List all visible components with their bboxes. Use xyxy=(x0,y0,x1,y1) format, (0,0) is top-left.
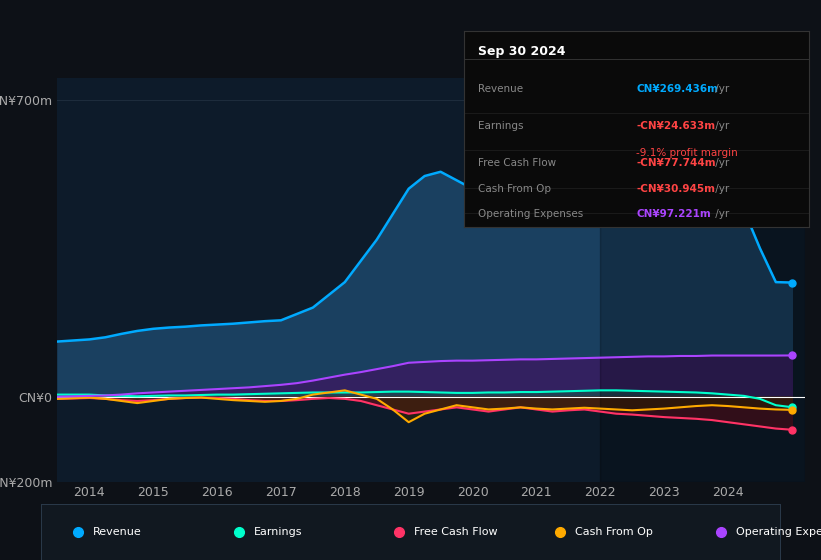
Text: /yr: /yr xyxy=(712,121,729,131)
Text: /yr: /yr xyxy=(712,184,729,194)
Text: /yr: /yr xyxy=(712,84,729,94)
Text: -CN¥30.945m: -CN¥30.945m xyxy=(636,184,715,194)
Text: -CN¥24.633m: -CN¥24.633m xyxy=(636,121,715,131)
Text: Earnings: Earnings xyxy=(254,527,302,537)
Text: Sep 30 2024: Sep 30 2024 xyxy=(478,45,565,58)
Text: CN¥97.221m: CN¥97.221m xyxy=(636,209,711,219)
Text: Cash From Op: Cash From Op xyxy=(478,184,551,194)
Text: CN¥269.436m: CN¥269.436m xyxy=(636,84,718,94)
Text: Operating Expenses: Operating Expenses xyxy=(478,209,583,219)
Text: /yr: /yr xyxy=(712,209,729,219)
Text: Free Cash Flow: Free Cash Flow xyxy=(478,158,556,168)
Text: Free Cash Flow: Free Cash Flow xyxy=(415,527,498,537)
Text: Revenue: Revenue xyxy=(93,527,141,537)
Text: Operating Expenses: Operating Expenses xyxy=(736,527,821,537)
Text: /yr: /yr xyxy=(712,158,729,168)
Text: Cash From Op: Cash From Op xyxy=(575,527,653,537)
Text: -CN¥77.744m: -CN¥77.744m xyxy=(636,158,716,168)
Bar xyxy=(600,78,805,482)
Text: Revenue: Revenue xyxy=(478,84,523,94)
Text: -9.1% profit margin: -9.1% profit margin xyxy=(636,148,738,158)
Text: Earnings: Earnings xyxy=(478,121,523,131)
